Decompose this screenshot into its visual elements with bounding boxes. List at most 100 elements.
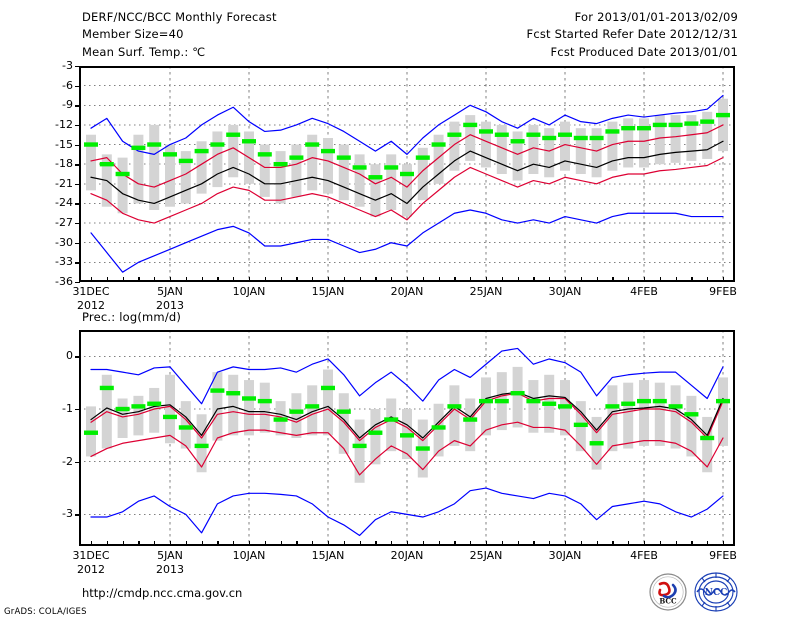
x-tick-label: 31DEC [72, 549, 110, 562]
y-tick-label: -6 [62, 78, 73, 92]
x-minor-tick [264, 541, 266, 545]
x-minor-tick [407, 277, 409, 281]
x-minor-tick [486, 541, 488, 545]
ncc-logo: NCC [692, 570, 740, 615]
y-tick-mark [75, 282, 80, 284]
x-minor-tick [170, 541, 172, 545]
x-minor-tick [422, 541, 424, 545]
x-minor-tick [201, 277, 203, 281]
x-minor-tick [659, 277, 661, 281]
x-minor-tick [533, 541, 535, 545]
series-lower-quartile [90, 421, 724, 476]
y-tick-label: -9 [62, 98, 73, 112]
x-minor-tick [106, 277, 108, 281]
series-maximum [90, 347, 724, 405]
y-tick-label: -2 [62, 454, 73, 468]
x-minor-tick [644, 277, 646, 281]
x-minor-tick [565, 277, 567, 281]
x-minor-tick [312, 541, 314, 545]
y-tick-mark [75, 356, 80, 358]
x-minor-tick [170, 277, 172, 281]
x-minor-tick [249, 277, 251, 281]
y-tick-mark [75, 461, 80, 464]
y-tick-mark [75, 144, 80, 146]
x-minor-tick [438, 277, 440, 281]
x-tick-sublabel: 2013 [156, 299, 184, 312]
x-minor-tick [596, 541, 598, 545]
y-tick-label: -21 [55, 176, 73, 190]
y-tick-label: -36 [55, 275, 73, 288]
x-minor-tick [486, 277, 488, 281]
x-minor-tick [501, 541, 503, 545]
x-tick-label: 15JAN [311, 549, 345, 562]
series-upper-quartile [90, 392, 724, 442]
x-minor-tick [122, 541, 124, 545]
y-tick-label: 0 [66, 349, 73, 363]
y-tick-mark [75, 85, 80, 88]
x-tick-sublabel: 2013 [156, 563, 184, 576]
x-minor-tick [185, 277, 187, 281]
series-maximum [90, 94, 724, 155]
x-minor-tick [185, 541, 187, 545]
x-minor-tick [249, 541, 251, 545]
y-tick-mark [75, 124, 80, 127]
y-tick-label: -33 [55, 255, 73, 269]
website-url[interactable]: http://cmdp.ncc.cma.gov.cn [82, 586, 243, 600]
y-tick-mark [75, 203, 80, 205]
x-minor-tick [138, 541, 140, 545]
y-tick-label: -1 [62, 402, 73, 416]
x-minor-tick [91, 277, 93, 281]
x-tick-label: 9FEB [709, 285, 737, 298]
observed-median-marks [84, 112, 730, 180]
x-minor-tick [612, 277, 614, 281]
series-mean [90, 140, 724, 205]
x-minor-tick [470, 541, 472, 545]
precipitation-plot-svg [79, 330, 735, 546]
x-minor-tick [264, 277, 266, 281]
x-minor-tick [91, 541, 93, 545]
x-minor-tick [675, 277, 677, 281]
x-minor-tick [217, 277, 219, 281]
x-minor-tick [691, 277, 693, 281]
x-minor-tick [549, 277, 551, 281]
y-tick-label: -3 [62, 59, 73, 72]
ensemble-spread-bars [86, 98, 728, 217]
y-tick-label: -15 [55, 137, 73, 151]
x-tick-label: 4FEB [630, 285, 658, 298]
y-tick-mark [75, 66, 80, 68]
x-minor-tick [675, 541, 677, 545]
y-tick-label: -27 [55, 216, 73, 230]
y-tick-mark [75, 105, 80, 107]
x-minor-tick [201, 541, 203, 545]
series-lower-quartile [90, 157, 724, 224]
forecast-range-label: For 2013/01/01-2013/02/09 [574, 10, 738, 24]
x-tick-label: 25JAN [469, 549, 503, 562]
y-tick-mark [75, 262, 80, 264]
x-minor-tick [280, 277, 282, 281]
x-minor-tick [343, 541, 345, 545]
x-tick-label: 31DEC [72, 285, 110, 298]
ncc-logo-text: NCC [705, 588, 728, 598]
x-minor-tick [154, 541, 156, 545]
bcc-logo-text: BCC [659, 597, 677, 606]
x-tick-label: 15JAN [311, 285, 345, 298]
x-minor-tick [580, 541, 582, 545]
x-minor-tick [659, 541, 661, 545]
x-minor-tick [628, 541, 630, 545]
x-minor-tick [707, 541, 709, 545]
x-tick-sublabel: 2012 [77, 563, 105, 576]
y-tick-mark [75, 164, 80, 166]
x-minor-tick [612, 541, 614, 545]
x-minor-tick [549, 541, 551, 545]
x-minor-tick [454, 541, 456, 545]
precip-variable-label: Prec.: log(mm/d) [82, 310, 182, 324]
x-minor-tick [517, 277, 519, 281]
x-minor-tick [407, 541, 409, 545]
x-minor-tick [438, 541, 440, 545]
precipitation-plot-panel [79, 330, 735, 546]
x-minor-tick [691, 541, 693, 545]
series-minimum [90, 209, 724, 273]
x-minor-tick [707, 277, 709, 281]
y-tick-label: -30 [55, 235, 73, 249]
